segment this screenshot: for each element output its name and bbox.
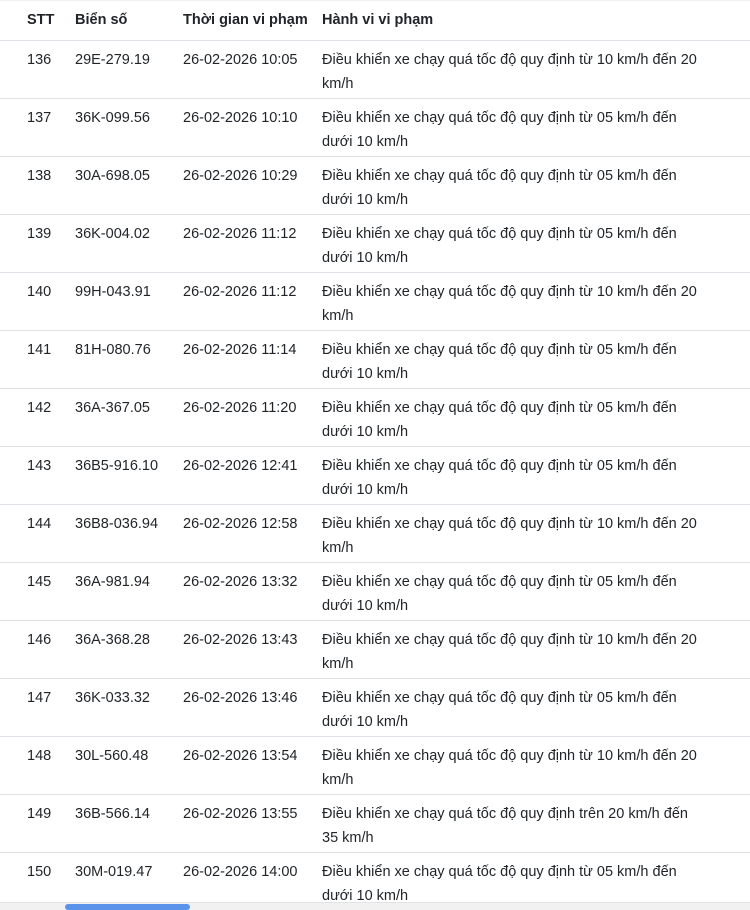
cell-stt: 150 [0,852,75,910]
table-row: 143 36B5-916.10 26-02-2026 12:41 Điều khiển… [0,446,750,505]
cell-behavior: Điều khiển xe chạy quá tốc độ quy định t… [322,852,750,910]
cell-time: 26-02-2026 12:58 [183,504,322,563]
cell-stt: 138 [0,156,75,215]
table-row: 136 29E-279.19 26-02-2026 10:05 Điều khiển … [0,40,750,99]
cell-plate: 81H-080.76 [75,330,183,389]
cell-behavior: Điều khiển xe chạy quá tốc độ quy định t… [322,156,750,215]
cell-behavior: Điều khiển xe chạy quá tốc độ quy định t… [322,98,750,157]
cell-plate: 36K-033.32 [75,678,183,737]
horizontal-scrollbar-thumb[interactable] [65,904,190,910]
cell-plate: 36A-368.28 [75,620,183,679]
cell-plate: 36B-566.14 [75,794,183,853]
table-row: 137 36K-099.56 26-02-2026 10:10 Điều khiển … [0,98,750,157]
cell-stt: 146 [0,620,75,679]
cell-plate: 36K-004.02 [75,214,183,273]
table-row: 145 36A-981.94 26-02-2026 13:32 Điều khiển … [0,562,750,621]
cell-stt: 143 [0,446,75,505]
cell-time: 26-02-2026 14:00 [183,852,322,910]
cell-stt: 140 [0,272,75,331]
cell-stt: 136 [0,40,75,99]
cell-plate: 36K-099.56 [75,98,183,157]
table-header-row: STT Biển số Thời gian vi phạm Hành vi vi… [0,0,750,41]
cell-stt: 145 [0,562,75,621]
cell-plate: 36A-367.05 [75,388,183,447]
cell-time: 26-02-2026 13:43 [183,620,322,679]
cell-time: 26-02-2026 13:32 [183,562,322,621]
cell-stt: 144 [0,504,75,563]
cell-behavior: Điều khiển xe chạy quá tốc độ quy định t… [322,388,750,447]
cell-behavior: Điều khiển xe chạy quá tốc độ quy định t… [322,504,750,563]
cell-behavior: Điều khiển xe chạy quá tốc độ quy định t… [322,214,750,273]
cell-time: 26-02-2026 11:12 [183,214,322,273]
column-header-time: Thời gian vi phạm [183,0,322,41]
cell-behavior: Điều khiển xe chạy quá tốc độ quy định t… [322,40,750,99]
table-row: 140 99H-043.91 26-02-2026 11:12 Điều khiển … [0,272,750,331]
column-header-stt: STT [0,0,75,41]
cell-plate: 30L-560.48 [75,736,183,795]
cell-time: 26-02-2026 10:29 [183,156,322,215]
cell-behavior: Điều khiển xe chạy quá tốc độ quy định t… [322,562,750,621]
column-header-behavior: Hành vi vi phạm [322,0,750,41]
table-row: 142 36A-367.05 26-02-2026 11:20 Điều khiển … [0,388,750,447]
cell-plate: 30A-698.05 [75,156,183,215]
cell-plate: 36A-981.94 [75,562,183,621]
table-row: 146 36A-368.28 26-02-2026 13:43 Điều khiển … [0,620,750,679]
table-row: 150 30M-019.47 26-02-2026 14:00 Điều khiển … [0,852,750,910]
table-row: 138 30A-698.05 26-02-2026 10:29 Điều khiển … [0,156,750,215]
cell-behavior: Điều khiển xe chạy quá tốc độ quy định t… [322,330,750,389]
cell-stt: 139 [0,214,75,273]
cell-time: 26-02-2026 10:10 [183,98,322,157]
cell-time: 26-02-2026 11:12 [183,272,322,331]
table-row: 139 36K-004.02 26-02-2026 11:12 Điều khiển … [0,214,750,273]
cell-time: 26-02-2026 11:20 [183,388,322,447]
cell-time: 26-02-2026 13:46 [183,678,322,737]
cell-time: 26-02-2026 13:55 [183,794,322,853]
column-header-plate: Biển số [75,0,183,41]
cell-time: 26-02-2026 13:54 [183,736,322,795]
cell-behavior: Điều khiển xe chạy quá tốc độ quy định t… [322,736,750,795]
horizontal-scrollbar[interactable] [0,902,750,910]
cell-plate: 36B5-916.10 [75,446,183,505]
cell-time: 26-02-2026 12:41 [183,446,322,505]
cell-behavior: Điều khiển xe chạy quá tốc độ quy định t… [322,272,750,331]
cell-plate: 36B8-036.94 [75,504,183,563]
cell-plate: 99H-043.91 [75,272,183,331]
cell-stt: 137 [0,98,75,157]
cell-stt: 149 [0,794,75,853]
table-row: 141 81H-080.76 26-02-2026 11:14 Điều khiển … [0,330,750,389]
cell-stt: 148 [0,736,75,795]
table-row: 148 30L-560.48 26-02-2026 13:54 Điều khiển … [0,736,750,795]
cell-stt: 142 [0,388,75,447]
table-row: 147 36K-033.32 26-02-2026 13:46 Điều khiển … [0,678,750,737]
cell-behavior: Điều khiển xe chạy quá tốc độ quy định t… [322,678,750,737]
table-body: 136 29E-279.19 26-02-2026 10:05 Điều khiển … [0,40,750,910]
cell-stt: 141 [0,330,75,389]
cell-time: 26-02-2026 11:14 [183,330,322,389]
cell-behavior: Điều khiển xe chạy quá tốc độ quy định t… [322,446,750,505]
cell-behavior: Điều khiển xe chạy quá tốc độ quy định t… [322,620,750,679]
table-row: 144 36B8-036.94 26-02-2026 12:58 Điều khiển… [0,504,750,563]
cell-stt: 147 [0,678,75,737]
cell-behavior: Điều khiển xe chạy quá tốc độ quy định t… [322,794,750,853]
table-row: 149 36B-566.14 26-02-2026 13:55 Điều khiển … [0,794,750,853]
cell-time: 26-02-2026 10:05 [183,40,322,99]
cell-plate: 29E-279.19 [75,40,183,99]
